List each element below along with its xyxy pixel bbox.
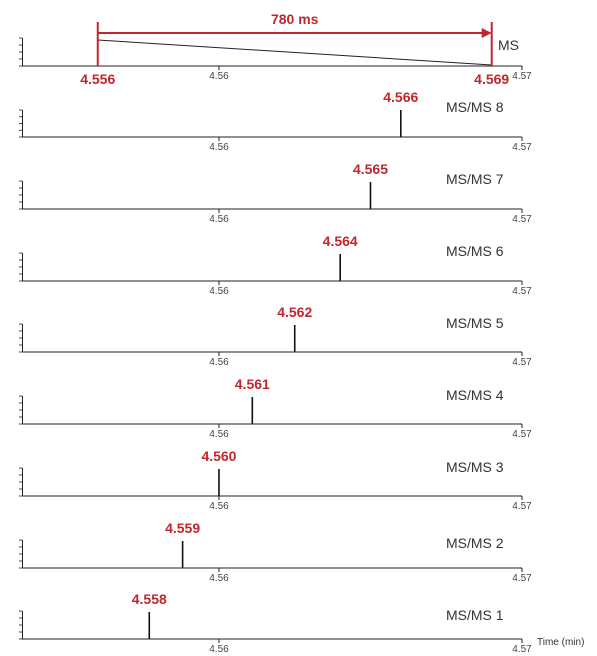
x-tick-label: 4.57 <box>512 286 532 297</box>
x-tick-label: 4.57 <box>512 142 532 153</box>
peak-label: 4.561 <box>235 376 270 392</box>
peak-label: 4.564 <box>323 233 358 249</box>
x-tick-label: 4.56 <box>209 286 229 297</box>
x-tick-label: 4.56 <box>209 429 229 440</box>
ms-ramp-line <box>97 39 492 66</box>
scan-label: MS/MS 1 <box>446 607 504 623</box>
peak-label: 4.566 <box>383 89 418 105</box>
x-tick-label: 4.56 <box>209 142 229 153</box>
x-tick-label: 4.57 <box>512 214 532 225</box>
x-tick-label: 4.56 <box>209 573 229 584</box>
interval-arrowhead <box>481 28 492 38</box>
x-tick-label: 4.56 <box>209 501 229 512</box>
scan-label: MS/MS 5 <box>446 315 504 331</box>
peak-label: 4.558 <box>132 591 167 607</box>
scan-label: MS <box>498 37 519 53</box>
scan-label: MS/MS 2 <box>446 535 504 551</box>
x-tick-label: 4.56 <box>209 644 229 655</box>
peak-label: 4.565 <box>353 161 388 177</box>
interval-end-label: 4.569 <box>474 71 509 87</box>
x-tick-label: 4.56 <box>209 214 229 225</box>
x-tick-label: 4.56 <box>209 71 229 82</box>
peak-label: 4.562 <box>277 304 312 320</box>
scan-label: MS/MS 4 <box>446 387 504 403</box>
scan-label: MS/MS 8 <box>446 99 504 115</box>
scan-label: MS/MS 6 <box>446 243 504 259</box>
x-axis-title: Time (min) <box>537 637 584 648</box>
x-tick-label: 4.57 <box>512 357 532 368</box>
peak-label: 4.559 <box>165 520 200 536</box>
x-tick-label: 4.57 <box>512 644 532 655</box>
interval-label: 780 ms <box>271 11 319 27</box>
x-tick-label: 4.57 <box>512 573 532 584</box>
scan-label: MS/MS 7 <box>446 171 504 187</box>
x-tick-label: 4.57 <box>512 429 532 440</box>
scan-label: MS/MS 3 <box>446 459 504 475</box>
interval-start-label: 4.556 <box>80 71 115 87</box>
x-tick-label: 4.57 <box>512 501 532 512</box>
x-tick-label: 4.57 <box>512 71 532 82</box>
peak-label: 4.560 <box>201 448 236 464</box>
x-tick-label: 4.56 <box>209 357 229 368</box>
